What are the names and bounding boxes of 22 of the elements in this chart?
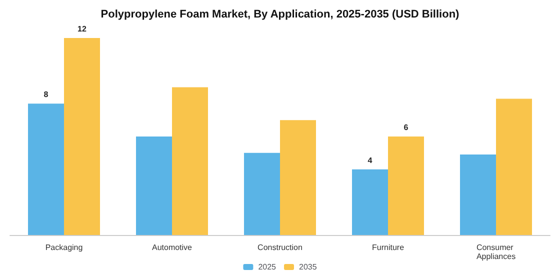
x-tick-label: Automotive xyxy=(152,243,193,252)
legend-label: 2035 xyxy=(299,262,318,272)
legend-label: 2025 xyxy=(258,262,277,272)
x-tick-label: Furniture xyxy=(372,243,405,252)
x-tick-label: Packaging xyxy=(45,243,83,252)
bar xyxy=(64,38,100,235)
x-tick-label: Construction xyxy=(258,243,302,252)
chart-title: Polypropylene Foam Market, By Application, 2025-2035 (USD Billion) xyxy=(100,8,460,20)
data-label: 6 xyxy=(404,123,409,132)
bar xyxy=(352,169,388,235)
bar xyxy=(136,136,172,235)
data-label: 12 xyxy=(78,24,87,34)
bar xyxy=(244,152,280,235)
data-label: 4 xyxy=(368,156,373,165)
bar xyxy=(172,87,208,235)
data-label: 8 xyxy=(44,90,49,100)
x-tick-label: Consumer Appliances xyxy=(476,243,516,261)
bar xyxy=(28,104,64,235)
bar xyxy=(280,120,316,235)
bar xyxy=(496,98,532,235)
bar xyxy=(388,136,424,235)
bar xyxy=(460,154,496,235)
